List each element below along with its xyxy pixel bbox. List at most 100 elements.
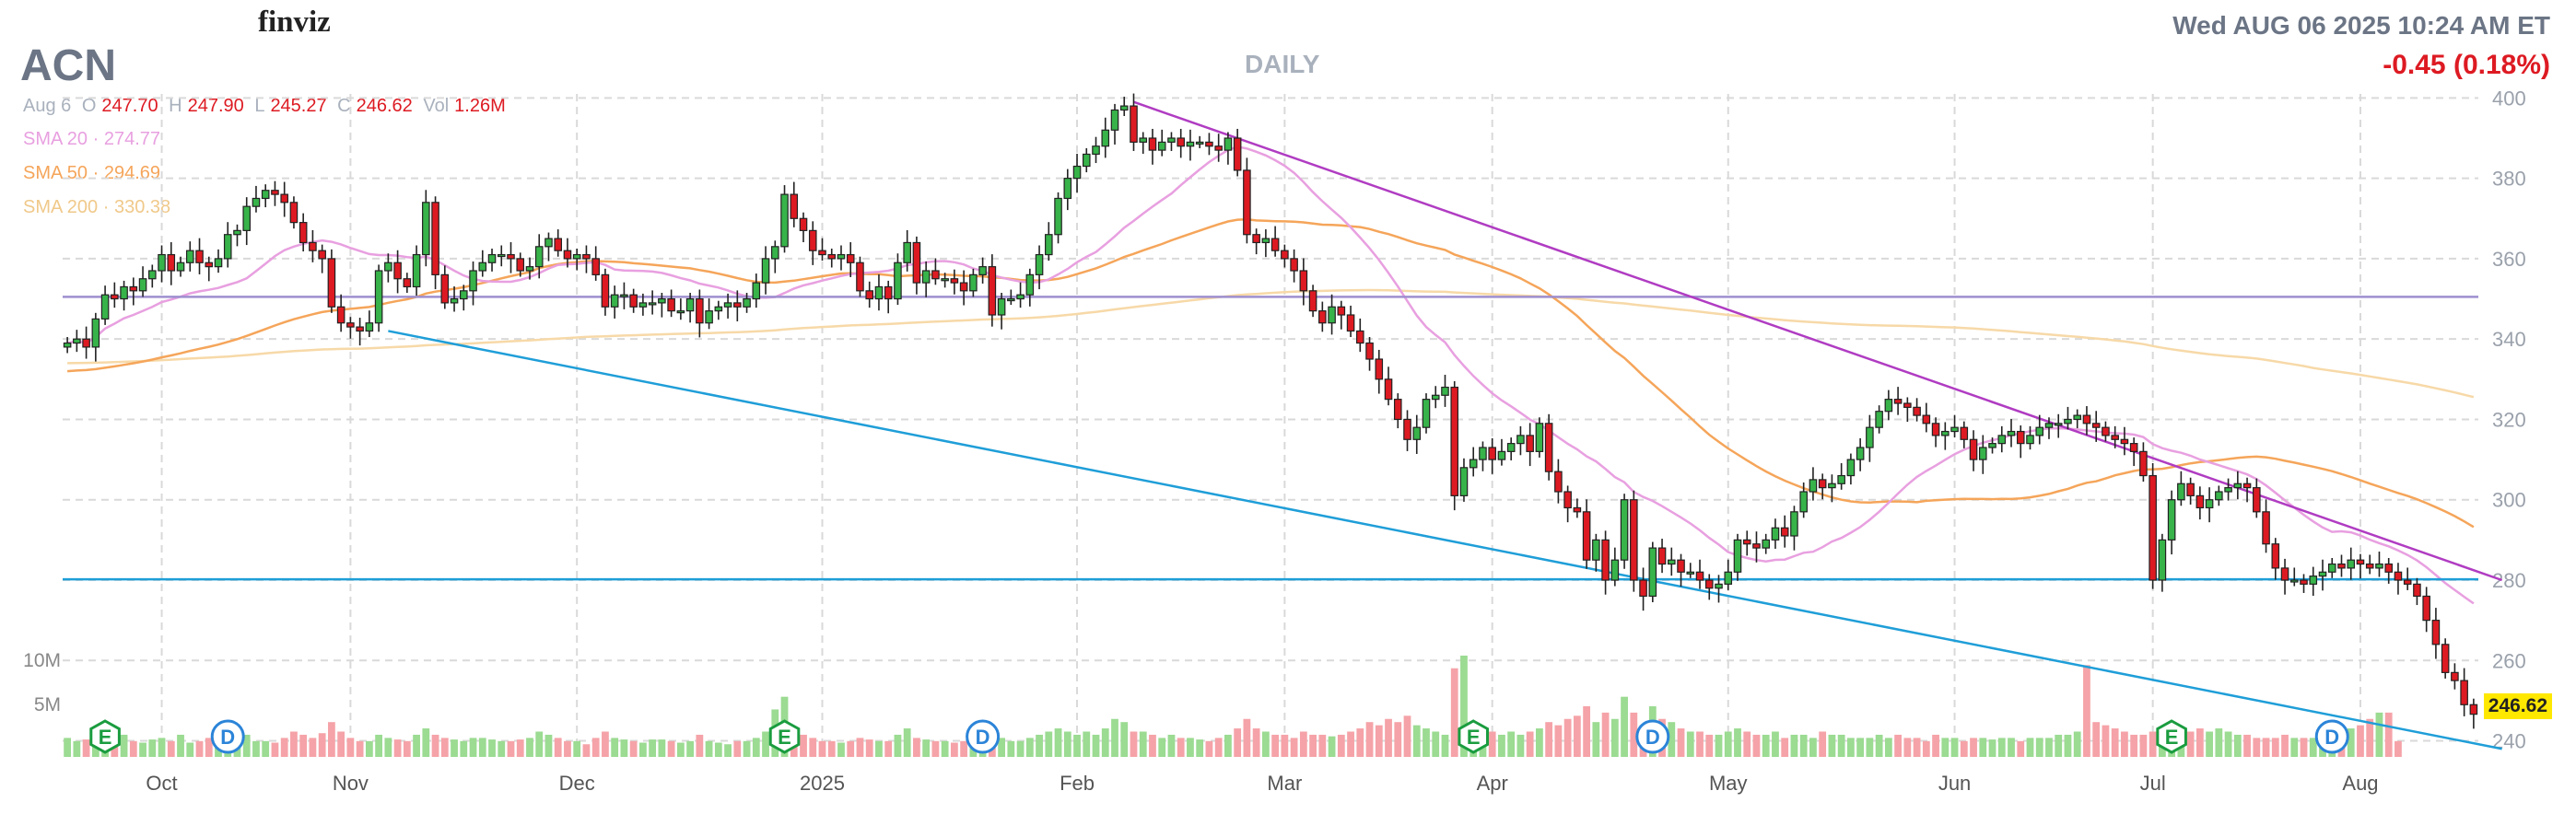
volume-bar	[2055, 734, 2063, 757]
candle-body	[1497, 450, 1506, 460]
volume-bar	[2224, 731, 2232, 757]
candle-body	[1668, 559, 1676, 565]
volume-bar	[1214, 738, 1223, 757]
volume-bar	[1847, 738, 1855, 757]
volume-bar	[818, 740, 826, 757]
volume-bar	[1252, 728, 1260, 757]
candle-body	[1308, 290, 1317, 312]
candle-body	[460, 290, 468, 300]
candle-body	[2262, 511, 2270, 545]
candle-body	[2289, 579, 2299, 583]
candle-body	[780, 193, 789, 248]
x-tick-label: Mar	[1267, 772, 1302, 795]
candle-body	[1167, 137, 1176, 143]
candle-body	[733, 302, 742, 308]
sma200-label: SMA 200	[23, 197, 99, 217]
candle-body	[1054, 197, 1062, 236]
sma50-line	[67, 218, 2475, 529]
candle-body	[2300, 579, 2308, 585]
x-tick-label: Feb	[1060, 772, 1095, 795]
candle-body	[1922, 414, 1931, 424]
volume-bar	[478, 738, 486, 757]
candle-body	[2422, 595, 2430, 622]
volume-bar	[2375, 712, 2383, 757]
candle-body	[2149, 474, 2157, 581]
volume-bar	[431, 734, 439, 757]
volume-bar	[1111, 718, 1118, 757]
candle-body	[1479, 447, 1487, 460]
volume-bar	[1205, 740, 1213, 757]
volume-bar	[328, 722, 335, 757]
volume-bar	[743, 740, 751, 757]
volume-bar	[884, 740, 893, 757]
candle-body	[2375, 563, 2383, 569]
candle-body	[280, 193, 288, 204]
candle-body	[214, 258, 223, 268]
candle-body	[1978, 447, 1987, 460]
candle-body	[1554, 471, 1563, 493]
volume-bar	[1507, 731, 1516, 757]
candle-body	[2469, 704, 2478, 715]
candle-body	[1101, 129, 1110, 147]
volume-tick-label: 10M	[23, 650, 61, 671]
candle-body	[327, 258, 336, 308]
finviz-logo[interactable]: finviz	[258, 6, 331, 39]
volume-bar	[1054, 728, 1062, 757]
sma20-legend: SMA 20 · 274.77	[23, 129, 160, 149]
volume-bar	[73, 740, 81, 757]
candle-body	[1715, 583, 1723, 589]
volume-bar	[1526, 731, 1534, 757]
candle-body	[1148, 137, 1157, 151]
candle-body	[1205, 141, 1213, 147]
candle-body	[790, 193, 799, 219]
volume-bar	[913, 738, 920, 757]
volume-bar	[676, 742, 685, 757]
volume-bar	[950, 742, 958, 757]
dividend-marker	[2314, 719, 2349, 754]
volume-bar	[1960, 740, 1968, 757]
volume-bar	[262, 740, 270, 757]
volume-bar	[1403, 715, 1411, 757]
volume-bar	[564, 740, 571, 757]
volume-bar	[837, 742, 845, 757]
volume-bar	[620, 739, 628, 757]
volume-bar	[280, 738, 288, 757]
ohlc-date: Aug 6	[23, 96, 72, 116]
y-tick-label: 260	[2492, 649, 2526, 672]
volume-bar	[2384, 712, 2393, 757]
dividend-marker-label: D	[1645, 726, 1660, 749]
volume-bar	[875, 740, 883, 757]
y-tick-label: 380	[2492, 168, 2526, 191]
candle-body	[516, 258, 525, 272]
candle-body	[1506, 443, 1516, 452]
candle-body	[1261, 238, 1270, 244]
volume-bar	[1432, 731, 1440, 757]
candle-body	[874, 285, 884, 300]
candle-body	[846, 253, 855, 263]
candle-body	[299, 222, 308, 244]
volume-bar	[346, 738, 355, 757]
x-tick-label: Aug	[2342, 772, 2378, 795]
candle-body	[223, 234, 232, 260]
candle-body	[2139, 450, 2148, 477]
volume-bar	[2111, 728, 2119, 757]
candle-body	[525, 266, 534, 272]
trendline	[1133, 100, 2503, 582]
volume-bar	[413, 734, 420, 757]
high-label: H	[169, 96, 182, 116]
volume-bar	[1545, 722, 1553, 757]
candle-body	[1252, 234, 1260, 244]
volume-bar	[318, 733, 326, 757]
candle-body	[440, 273, 450, 304]
volume-bar	[591, 738, 600, 757]
candle-body	[1119, 105, 1129, 111]
volume-bar	[544, 734, 553, 757]
candle-body	[770, 246, 779, 260]
candle-body	[1450, 386, 1459, 496]
sma200-value: 330.38	[113, 197, 171, 217]
candle-body	[978, 266, 987, 275]
candle-body	[2365, 563, 2374, 569]
volume-bar	[1488, 731, 1496, 757]
candle-body	[1601, 539, 1610, 581]
